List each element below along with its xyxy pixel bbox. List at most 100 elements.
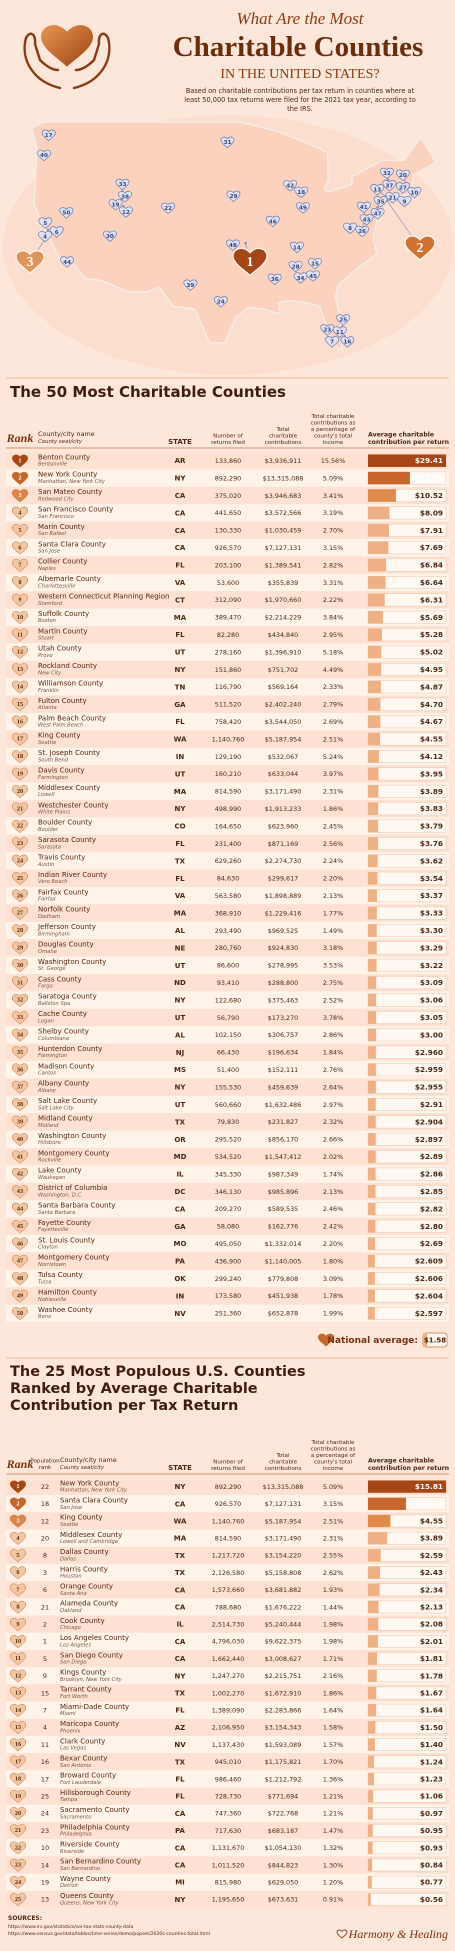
rank: 21: [17, 805, 23, 812]
county-seat: Salt Lake City: [38, 1105, 75, 1111]
county-name: Middlesex County: [38, 784, 100, 792]
county-seat: Reno: [38, 1314, 51, 1320]
location-dot: [376, 206, 379, 209]
average-bar: [368, 593, 385, 607]
county-seat: San Bernardino: [60, 1866, 100, 1872]
state: GA: [174, 1223, 186, 1231]
county-name: Wayne County: [60, 1875, 111, 1883]
rank-heart: [9, 1617, 27, 1632]
returns: 278,160: [215, 648, 241, 656]
county-seat: White Plains: [38, 810, 70, 816]
total-contributions: $231,827: [268, 1118, 299, 1126]
map-heart: [267, 273, 282, 286]
table-row: [6, 974, 449, 992]
rank-heart: [11, 454, 29, 468]
county-seat: Dallas: [60, 1556, 76, 1562]
map-rank: 50: [62, 211, 70, 217]
population-rank: 17: [41, 1775, 49, 1783]
average-contribution: $5.02: [420, 648, 443, 657]
returns: 1,389,090: [212, 1707, 245, 1715]
county-seat: Birmingham: [38, 931, 70, 937]
text-line: Total: [275, 1453, 290, 1459]
returns: 2,126,580: [212, 1569, 245, 1577]
average-bar: [368, 1272, 375, 1285]
returns: 1,002,270: [212, 1689, 245, 1697]
average-bar: [368, 1289, 375, 1303]
state: CT: [175, 596, 185, 604]
total-contributions: $985,896: [268, 1188, 299, 1196]
population-rank: 14: [41, 1861, 49, 1869]
income-share: 5.24%: [323, 753, 343, 761]
county-name: Douglas County: [38, 941, 94, 949]
average-bar: [368, 1098, 376, 1111]
rank: 46: [17, 1240, 23, 1247]
average-contribution: $6.64: [420, 578, 443, 587]
total-contributions: $722,768: [268, 1810, 299, 1818]
rank: 14: [17, 684, 24, 691]
average-bar: [368, 645, 382, 659]
state: FL: [175, 562, 185, 570]
average-bar: [368, 1011, 377, 1024]
table-row: [6, 1130, 449, 1148]
income-share: 3.31%: [323, 579, 343, 587]
average-contribution: $15.81: [415, 474, 443, 483]
income-share: 5.09%: [323, 474, 343, 482]
income-share: 2.20%: [323, 875, 343, 883]
map-heart: [59, 207, 74, 219]
column-header: County seat/city: [60, 1465, 105, 1471]
county-name: Marin County: [38, 523, 85, 531]
map-rank: 43: [363, 218, 371, 224]
income-share: 1.36%: [323, 1775, 343, 1783]
average-bar: [368, 1669, 377, 1682]
county-name: Palm Beach County: [38, 714, 106, 722]
table-row: [6, 1217, 449, 1235]
average-bar: [368, 906, 377, 920]
total-contributions: $3,946,683: [265, 492, 302, 500]
map-heart: [379, 167, 394, 180]
map-heart: [356, 201, 371, 214]
rank-heart: [11, 1185, 29, 1199]
income-share: 1.47%: [323, 1827, 343, 1835]
map-heart: [407, 186, 422, 199]
map-heart: [283, 180, 298, 192]
map-rank: 31: [224, 140, 232, 146]
county-seat: Detroit: [60, 1883, 79, 1889]
state: PA: [175, 1258, 185, 1266]
table-row: [6, 747, 449, 766]
rank: 13: [15, 1690, 21, 1697]
returns: 1,662,440: [212, 1655, 245, 1663]
county-name: San Bernardino County: [60, 1858, 141, 1866]
average-contribution: $2.34: [420, 1585, 443, 1594]
rank-heart: [9, 1549, 27, 1563]
rank: 9: [16, 1621, 19, 1628]
county-seat: Queens, New York City: [60, 1900, 120, 1906]
map-rank: 47: [374, 212, 382, 218]
returns: 926,570: [215, 544, 241, 552]
average-bar: [368, 1080, 376, 1094]
county-name: Jefferson County: [37, 923, 96, 931]
map-rank: 7: [330, 340, 334, 346]
average-bar: [368, 1618, 379, 1631]
map-heart: [382, 180, 397, 192]
state: VA: [175, 892, 186, 900]
county-seat: San Rafael: [38, 531, 66, 537]
rank-heart: [11, 1220, 29, 1234]
total-contributions: $871,169: [268, 840, 299, 848]
returns: 814,590: [215, 1535, 241, 1543]
rank-heart: [11, 750, 29, 764]
population-rank: 25: [41, 1793, 49, 1801]
county-name: St. Joseph County: [38, 749, 100, 757]
returns: 280,760: [215, 944, 241, 952]
table-row: [6, 695, 449, 713]
table-row: [6, 1890, 449, 1908]
income-share: 2.97%: [323, 1101, 343, 1109]
rank-heart: [11, 924, 29, 938]
map-heart: [373, 196, 388, 208]
text-line: contributions: [265, 440, 302, 446]
rank-heart: [11, 471, 29, 485]
state: AL: [175, 927, 185, 935]
table-row: [6, 1078, 449, 1096]
rank-heart: [9, 1600, 27, 1614]
average-bar: [368, 524, 389, 537]
county-seat: Tulsa: [38, 1279, 51, 1285]
